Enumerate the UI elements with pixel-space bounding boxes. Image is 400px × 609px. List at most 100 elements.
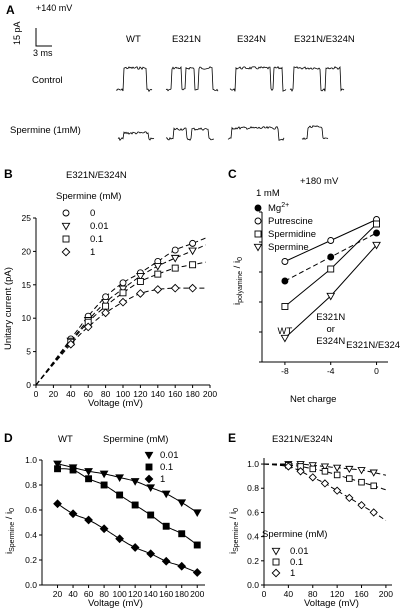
panel-c-label: C <box>228 167 237 181</box>
data-point-1 <box>177 561 187 571</box>
data-point-0.1 <box>54 465 61 473</box>
panel-c-header-right: +180 mV <box>300 176 339 187</box>
column-wt: WT <box>126 34 141 45</box>
data-point-1 <box>53 499 62 509</box>
y-tick-label: 1.0 <box>25 455 37 465</box>
y-tick-label: 25 <box>22 213 32 223</box>
data-point-0.1 <box>370 482 377 490</box>
legend-label-0.01: 0.01 <box>160 450 179 461</box>
data-point-Mg2+ <box>373 229 380 237</box>
data-point-0.1 <box>346 475 353 482</box>
legend-marker-0.1 <box>272 558 280 566</box>
data-point-0.01 <box>345 465 354 474</box>
legend-marker-Spermine <box>253 243 263 252</box>
panel-e: E E321N/E324N Spermine (mM) 0 40 80 120 160 2… <box>228 431 393 609</box>
data-point-0.01 <box>118 285 128 294</box>
panel-c-xlabel: Net charge <box>290 394 336 405</box>
y-tick-label: 15 <box>22 280 32 290</box>
data-point-0.1 <box>321 468 329 475</box>
x-tick-label: 40 <box>284 589 294 599</box>
legend-label-0.01: 0.01 <box>290 546 309 557</box>
data-point-0.1 <box>136 278 144 285</box>
category-label: WT <box>278 326 293 337</box>
data-point-1 <box>188 283 197 293</box>
data-point-1 <box>308 473 317 482</box>
row-control: Control <box>32 75 63 86</box>
panel-b-ylabel: Unitary current (pA) <box>3 267 14 350</box>
x-tick-label: 60 <box>83 389 93 399</box>
trace-e324n-control <box>229 65 287 92</box>
panel-e-xlabel: Voltage (mV) <box>304 598 359 609</box>
x-tick-label: -8 <box>281 366 289 376</box>
data-point-1 <box>333 486 342 495</box>
fit-curve-1 <box>35 287 206 386</box>
data-point-0.01 <box>130 478 140 486</box>
category-label: E324N <box>316 336 345 347</box>
fit-curve-0.1 <box>57 468 198 546</box>
panel-e-legend-title: Spermine (mM) <box>262 529 327 540</box>
fit-curve-1 <box>263 463 387 521</box>
panel-d-xlabel: Voltage (mV) <box>88 598 143 609</box>
panel-a-label: A <box>6 3 15 17</box>
data-point-0.01 <box>53 460 62 469</box>
data-point-1 <box>153 285 163 294</box>
legend-label-Spermidine: Spermidine <box>268 229 316 240</box>
data-point-0.1 <box>171 264 179 272</box>
data-point-1 <box>161 556 171 566</box>
data-point-0.1 <box>100 481 108 489</box>
trace-wt-spermine <box>117 131 155 141</box>
data-point-0.1 <box>178 530 186 538</box>
plot-b: 0 20 40 60 80 100 120 140 160 180 200 0 5 10 15 20 25 <box>22 213 218 399</box>
legend-label-0.01: 0.01 <box>90 221 109 232</box>
data-point-0.1 <box>116 491 124 499</box>
fit-curve-1 <box>57 503 198 573</box>
trace-e321n-control <box>165 65 219 92</box>
column-e321n-e324n: E321N/E324N <box>294 34 355 45</box>
y-tick-label: 5 <box>26 347 31 357</box>
current-traces <box>115 65 345 141</box>
legend-marker-Putrescine <box>254 217 262 225</box>
legend-marker-0.01 <box>271 547 281 556</box>
y-tick-label: 20 <box>22 246 32 256</box>
data-point-0.01 <box>333 464 342 472</box>
data-point-0 <box>171 246 179 254</box>
data-point-0.01 <box>170 254 180 263</box>
data-point-1 <box>83 322 93 332</box>
data-point-1 <box>192 568 202 577</box>
data-point-Putrescine <box>281 258 289 265</box>
data-point-1 <box>284 462 293 471</box>
data-point-Spermine <box>280 334 290 343</box>
data-point-0.01 <box>357 467 366 475</box>
x-tick-label: 0 <box>262 589 267 599</box>
scale-current-label: 15 pA <box>12 21 22 45</box>
data-point-Mg2+ <box>281 277 289 285</box>
trace-e321n-spermine <box>165 127 214 141</box>
x-tick-label: 80 <box>99 589 109 599</box>
legend-marker-Spermidine <box>254 230 262 238</box>
data-point-Putrescine <box>327 237 335 244</box>
data-point-0.01 <box>146 484 156 493</box>
data-point-0.01 <box>101 299 110 307</box>
y-tick-label: 0.8 <box>247 483 259 493</box>
x-tick-label: 160 <box>159 589 173 599</box>
x-tick-label: 120 <box>128 589 142 599</box>
trace-wt-control <box>115 66 153 93</box>
data-point-1 <box>115 534 125 544</box>
panel-d-title: WT <box>58 434 73 445</box>
data-point-1 <box>146 549 156 559</box>
panel-b: B E321N/E324N Spermine (mM) 0 20 40 60 80 100… <box>3 167 217 409</box>
trace-e321n-e324n-spermine <box>301 125 329 140</box>
x-tick-label: 20 <box>49 389 59 399</box>
y-tick-label: 0.6 <box>247 507 259 517</box>
panel-d-ylabel: iSpermine / i0 <box>4 508 16 554</box>
legend-marker-0.01 <box>61 222 71 231</box>
scale-time-label: 3 ms <box>33 48 53 58</box>
x-tick-label: 100 <box>116 389 130 399</box>
data-point-0.1 <box>85 475 93 483</box>
data-point-0.1 <box>131 501 139 509</box>
data-point-1 <box>99 524 109 534</box>
y-tick-label: 0.0 <box>247 580 259 590</box>
x-tick-label: 200 <box>379 589 393 599</box>
data-point-1 <box>84 515 93 525</box>
